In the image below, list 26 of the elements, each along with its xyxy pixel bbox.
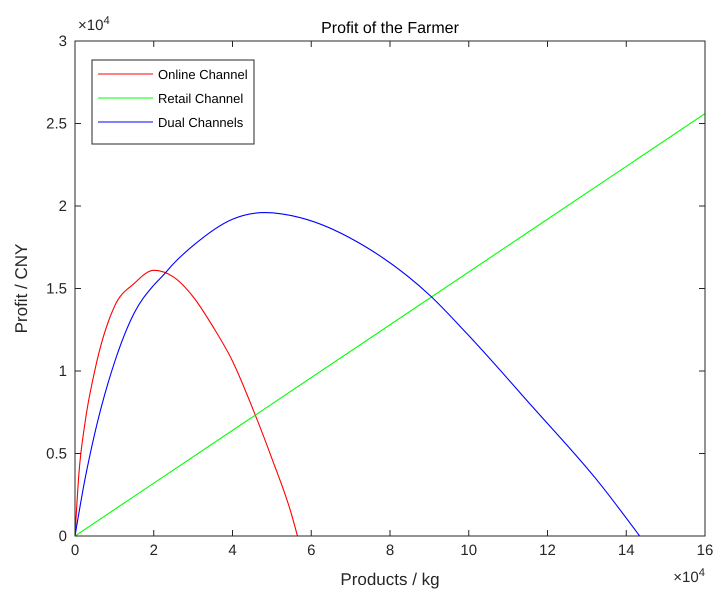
y-tick-label: 2.5 (46, 116, 67, 132)
text: ×10$^{4}$ (673, 567, 705, 586)
chart-title: Profit of the Farmer (321, 20, 460, 37)
line-series (75, 270, 298, 536)
x-tick-label: 10 (460, 542, 478, 559)
x-tick-label: 12 (539, 542, 556, 559)
line-series (75, 212, 640, 536)
x-tick-label: 8 (386, 542, 394, 559)
y-tick-label: 0.5 (46, 446, 67, 462)
y-tick-label: 3 (58, 33, 67, 50)
y-tick-label: 0 (58, 528, 67, 545)
legend-label: Retail Channel (158, 91, 244, 106)
x-tick-label: 2 (150, 542, 158, 559)
y-axis-title: Profit / CNY (12, 244, 31, 334)
x-tick-label: 16 (696, 542, 714, 559)
legend-label: Online Channel (158, 67, 248, 82)
y-tick-label: 1 (58, 363, 67, 380)
y-tick-label: 1.5 (46, 280, 67, 298)
text: ×10$^{4}$ (78, 15, 110, 34)
x-tick-label: 0 (70, 542, 80, 559)
x-tick-label: 4 (228, 542, 237, 559)
y-tick-label: 2 (58, 198, 67, 215)
x-tick-label: 14 (618, 542, 635, 559)
legend-label: Dual Channels (158, 115, 244, 130)
x-tick-label: 6 (307, 542, 316, 559)
x-axis-title: Products / kg (340, 570, 440, 589)
